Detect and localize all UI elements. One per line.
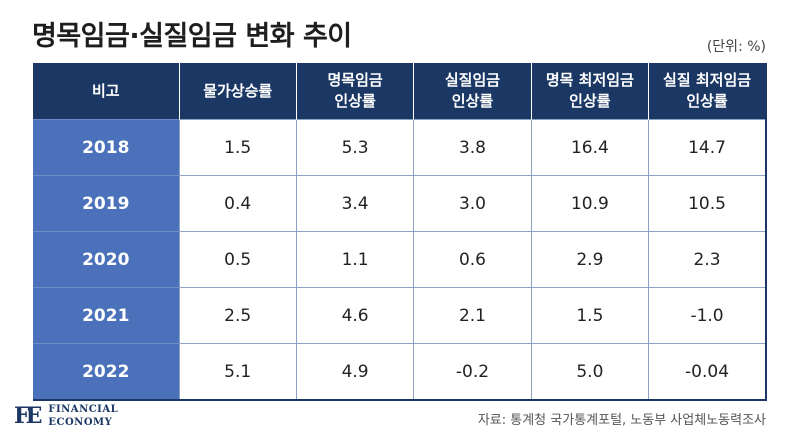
table-cell: 0.4 [178,175,297,232]
table-cell: 3.4 [295,175,414,232]
financial-economy-logo: FE FINANCIAL ECONOMY [14,403,118,429]
table-row: 2020 0.5 1.1 0.6 2.9 2.3 [33,231,766,288]
table-cell: -0.2 [413,343,532,401]
table-cell: 0.5 [178,231,297,288]
table-cell: 2.3 [648,231,766,288]
wage-table: 비고 물가상승률 명목임금 인상률 실질임금 인상률 명목 최저임금 인상률 실질 최… [33,63,767,401]
table-cell: 3.0 [413,175,532,232]
year-cell: 2022 [33,343,179,401]
header-real-min-wage: 실질 최저임금 인상률 [648,63,766,120]
table-cell: 2.5 [178,287,297,344]
header-real-wage: 실질임금 인상률 [413,63,532,120]
header-nominal-wage: 명목임금 인상률 [295,63,414,120]
table-cell: 10.9 [530,175,649,232]
header-category: 비고 [33,63,179,120]
table-row: 2018 1.5 5.3 3.8 16.4 14.7 [33,119,766,176]
unit-label: (단위: %) [706,39,766,55]
table-cell: 0.6 [413,231,532,288]
header-inflation: 물가상승률 [178,63,297,120]
table-cell: 5.1 [178,343,297,401]
table-cell: 5.3 [295,119,414,176]
table-cell: 2.1 [413,287,532,344]
header-nominal-min-wage: 명목 최저임금 인상률 [530,63,649,120]
table-cell: 10.5 [648,175,766,232]
table-cell: 2.9 [530,231,649,288]
table-row: 2021 2.5 4.6 2.1 1.5 -1.0 [33,287,766,344]
page-title: 명목임금·실질임금 변화 추이 [32,21,352,52]
table-cell: 3.8 [413,119,532,176]
table-cell: 1.5 [178,119,297,176]
fe-logo-icon: FE [14,403,42,429]
table-cell: -1.0 [648,287,766,344]
table-cell: 1.5 [530,287,649,344]
table-header-row: 비고 물가상승률 명목임금 인상률 실질임금 인상률 명목 최저임금 인상률 실질 최… [33,63,766,120]
table-cell: 5.0 [530,343,649,401]
year-cell: 2020 [33,231,179,288]
year-cell: 2021 [33,287,179,344]
table-cell: -0.04 [648,343,766,401]
table-cell: 4.6 [295,287,414,344]
source-note: 자료: 통계청 국가통계포털, 노동부 사업체노동력조사 [477,413,766,428]
table-cell: 4.9 [295,343,414,401]
year-cell: 2018 [33,119,179,176]
table-row: 2022 5.1 4.9 -0.2 5.0 -0.04 [33,343,766,401]
table-row: 2019 0.4 3.4 3.0 10.9 10.5 [33,175,766,232]
table-cell: 14.7 [648,119,766,176]
table-cell: 1.1 [295,231,414,288]
table-cell: 16.4 [530,119,649,176]
logo-text: FINANCIAL ECONOMY [48,404,119,428]
year-cell: 2019 [33,175,179,232]
